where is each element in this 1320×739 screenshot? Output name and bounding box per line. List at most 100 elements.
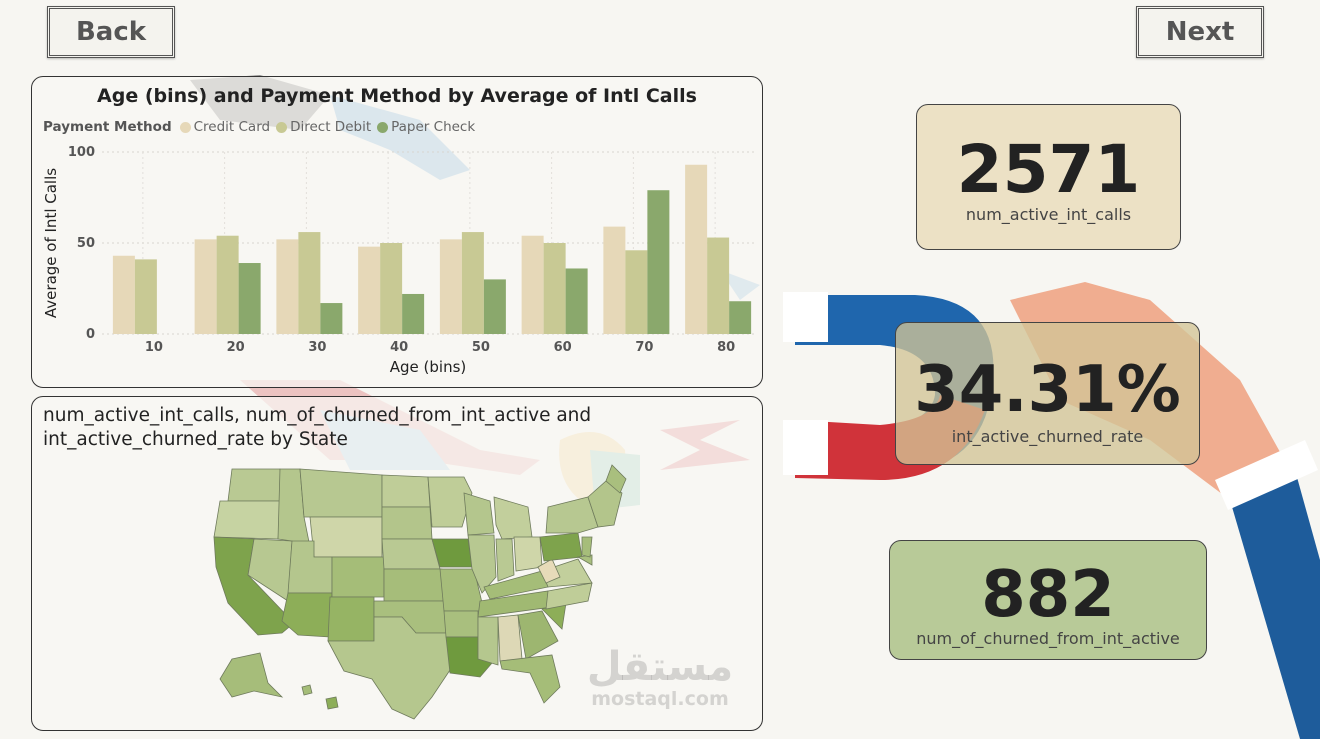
y-tick-label: 0 <box>86 327 95 342</box>
bar-credit-card-80[interactable] <box>685 164 708 334</box>
state-nc <box>545 582 593 610</box>
state-fl <box>499 654 561 704</box>
x-tick-label: 40 <box>390 340 408 355</box>
state-new-england <box>587 480 623 528</box>
ticks-layer: 0 50 100 10 20 30 40 50 60 70 80 <box>68 145 735 355</box>
watermark-latin: mostaql.com <box>591 688 729 710</box>
bar-paper-check-50[interactable] <box>483 279 506 334</box>
bar-direct-debit-20[interactable] <box>216 235 239 334</box>
legend-swatch-direct-debit <box>276 121 288 133</box>
bar-credit-card-70[interactable] <box>603 226 626 334</box>
state-mi <box>493 496 533 540</box>
bar-credit-card-30[interactable] <box>276 239 299 334</box>
legend-item-credit-card[interactable]: Credit Card <box>179 119 271 135</box>
state-ar <box>443 610 479 638</box>
kpi-label-active-int-calls: num_active_int_calls <box>965 205 1132 224</box>
state-hi-2 <box>325 696 339 710</box>
x-tick-label: 10 <box>145 340 163 355</box>
bar-chart: 0 50 100 10 20 30 40 50 60 70 80 Average of Intl C… <box>42 145 756 376</box>
kpi-label-churned-from-int-active: num_of_churned_from_int_active <box>916 629 1180 648</box>
kpi-value-churned-rate: 34.31% <box>914 353 1181 427</box>
state-il <box>467 534 497 594</box>
bar-credit-card-20[interactable] <box>194 239 217 334</box>
bar-paper-check-40[interactable] <box>402 293 425 334</box>
x-tick-label: 20 <box>227 340 245 355</box>
map-title: num_active_int_calls, num_of_churned_fro… <box>43 405 592 450</box>
state-mt <box>299 468 383 518</box>
state-az <box>281 592 333 638</box>
y-tick-label: 50 <box>77 236 95 251</box>
bar-paper-check-70[interactable] <box>647 190 670 334</box>
state-wi <box>463 492 495 536</box>
bar-direct-debit-70[interactable] <box>625 250 648 334</box>
bar-credit-card-60[interactable] <box>521 235 544 334</box>
bar-paper-check-80[interactable] <box>729 301 752 334</box>
kpi-card-active-int-calls[interactable]: 2571 num_active_int_calls <box>916 104 1181 250</box>
bar-direct-debit-30[interactable] <box>298 232 321 334</box>
legend-label-paper-check: Paper Check <box>391 119 476 135</box>
y-axis-title: Average of Intl Calls <box>42 168 60 318</box>
state-wa <box>227 468 283 502</box>
bar-direct-debit-60[interactable] <box>543 243 566 334</box>
state-map-panel: num_active_int_calls, num_of_churned_fro… <box>31 396 763 731</box>
watermark-arabic: مستقل <box>586 644 734 690</box>
state-wv <box>537 558 561 584</box>
bar-paper-check-20[interactable] <box>238 263 261 334</box>
kpi-value-churned-from-int-active: 882 <box>981 558 1115 632</box>
legend-swatch-credit-card <box>179 121 191 133</box>
state-ks <box>383 568 445 602</box>
state-ne <box>381 538 441 570</box>
x-tick-label: 50 <box>472 340 490 355</box>
us-state-map[interactable] <box>32 397 762 730</box>
legend-item-paper-check[interactable]: Paper Check <box>377 119 475 135</box>
bars-layer <box>112 164 752 334</box>
next-button[interactable]: Next <box>1136 6 1264 58</box>
state-sd <box>381 506 433 540</box>
state-ms <box>477 616 499 666</box>
bar-credit-card-50[interactable] <box>439 239 462 334</box>
state-or <box>213 500 283 540</box>
x-tick-label: 30 <box>308 340 326 355</box>
state-oh <box>513 536 543 572</box>
state-ga <box>517 610 559 660</box>
state-co <box>331 556 385 598</box>
back-button[interactable]: Back <box>47 6 175 58</box>
state-nd <box>381 474 431 508</box>
bar-paper-check-30[interactable] <box>320 303 343 334</box>
state-nm <box>327 596 375 642</box>
y-tick-label: 100 <box>68 145 95 160</box>
kpi-card-churned-from-int-active[interactable]: 882 num_of_churned_from_int_active <box>889 540 1207 660</box>
kpi-value-active-int-calls: 2571 <box>956 131 1141 208</box>
kpi-label-churned-rate: int_active_churned_rate <box>951 427 1144 446</box>
bar-direct-debit-10[interactable] <box>134 259 157 334</box>
bar-direct-debit-80[interactable] <box>707 237 730 334</box>
state-ny <box>545 496 599 534</box>
state-wy <box>309 516 383 558</box>
bar-credit-card-40[interactable] <box>358 246 381 334</box>
x-tick-label: 70 <box>635 340 653 355</box>
state-ak <box>219 652 284 698</box>
state-hi <box>301 684 313 696</box>
state-al <box>497 614 523 662</box>
x-tick-label: 80 <box>717 340 735 355</box>
bar-chart-panel: Age (bins) and Payment Method by Average… <box>31 76 763 388</box>
legend-label-credit-card: Credit Card <box>193 119 271 135</box>
bar-credit-card-10[interactable] <box>112 255 135 334</box>
bar-direct-debit-50[interactable] <box>461 232 484 334</box>
legend-item-direct-debit[interactable]: Direct Debit <box>276 119 371 135</box>
chart-legend: Payment Method Credit Card Direct Debit … <box>43 119 481 135</box>
bar-direct-debit-40[interactable] <box>380 243 403 334</box>
state-nj <box>581 536 593 558</box>
x-tick-label: 60 <box>554 340 572 355</box>
watermark: مستقل mostaql.com <box>578 645 742 709</box>
state-me <box>605 464 627 494</box>
kpi-card-churned-rate[interactable]: 34.31% int_active_churned_rate <box>895 322 1200 465</box>
x-axis-title: Age (bins) <box>390 358 467 376</box>
state-in <box>495 538 515 582</box>
legend-swatch-paper-check <box>377 121 389 133</box>
legend-label-direct-debit: Direct Debit <box>290 119 372 135</box>
state-pa <box>539 532 583 562</box>
legend-title: Payment Method <box>43 119 172 135</box>
chart-title: Age (bins) and Payment Method by Average… <box>97 85 697 107</box>
bar-paper-check-60[interactable] <box>565 268 588 334</box>
